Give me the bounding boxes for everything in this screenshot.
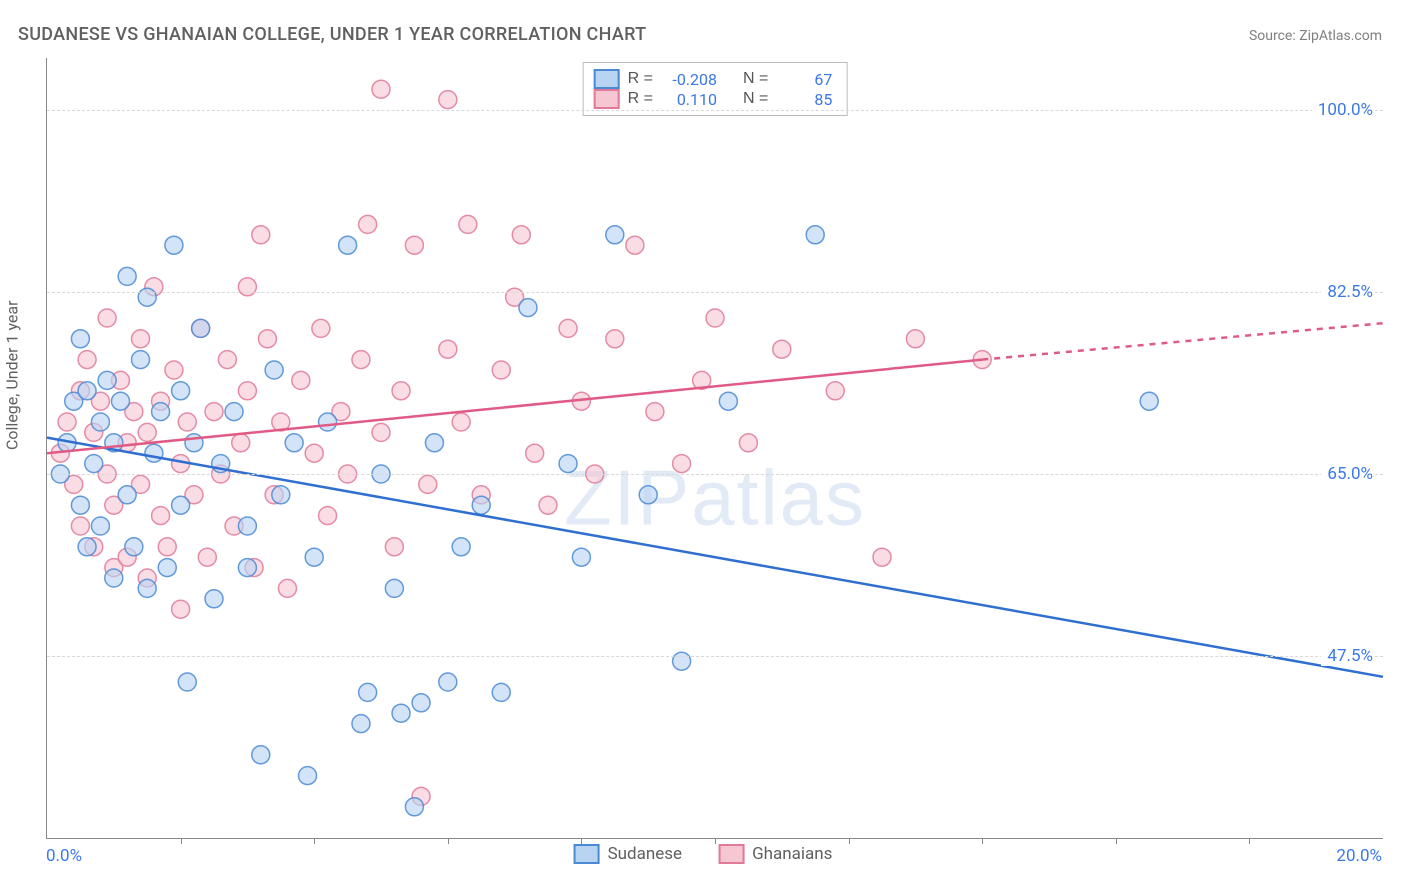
legend-n-value-ghanaians: 85 <box>776 90 832 109</box>
swatch-sudanese <box>594 69 620 89</box>
swatch-sudanese <box>574 844 600 864</box>
legend-row-sudanese: R = -0.208 N = 67 <box>594 69 833 89</box>
y-tick-label: 82.5% <box>1321 282 1373 302</box>
swatch-ghanaians <box>718 844 744 864</box>
correlation-legend: R = -0.208 N = 67 R = 0.110 N = 85 <box>583 62 848 116</box>
legend-label-ghanaians: Ghanaians <box>752 844 832 864</box>
x-tick <box>982 838 983 844</box>
gridline <box>47 474 1383 475</box>
y-tick-label: 65.0% <box>1321 464 1373 484</box>
y-tick-label: 47.5% <box>1321 646 1373 666</box>
legend-row-ghanaians: R = 0.110 N = 85 <box>594 89 833 109</box>
x-tick <box>1249 838 1250 844</box>
swatch-ghanaians <box>594 89 620 109</box>
x-tick <box>448 838 449 844</box>
legend-item-sudanese: Sudanese <box>574 844 683 864</box>
source-attribution: Source: ZipAtlas.com <box>1249 28 1382 44</box>
legend-r-label: R = <box>628 90 653 108</box>
legend-r-value-ghanaians: 0.110 <box>661 90 717 109</box>
x-tick <box>181 838 182 844</box>
chart-title: SUDANESE VS GHANAIAN COLLEGE, UNDER 1 YE… <box>18 24 646 45</box>
y-tick-label: 100.0% <box>1312 100 1373 120</box>
x-tick <box>314 838 315 844</box>
chart-svg <box>47 58 1383 838</box>
gridline <box>47 656 1383 657</box>
legend-r-value-sudanese: -0.208 <box>661 70 717 89</box>
x-tick <box>849 838 850 844</box>
legend-r-label: R = <box>628 70 653 88</box>
x-tick <box>1116 838 1117 844</box>
gridline <box>47 110 1383 111</box>
legend-n-label: N = <box>743 90 768 108</box>
legend-n-value-sudanese: 67 <box>776 70 832 89</box>
series-legend: Sudanese Ghanaians <box>574 844 833 864</box>
legend-item-ghanaians: Ghanaians <box>718 844 832 864</box>
x-axis-min-label: 0.0% <box>46 846 82 866</box>
x-axis-max-label: 20.0% <box>1336 846 1382 866</box>
y-axis-title: College, Under 1 year <box>3 300 22 450</box>
legend-label-sudanese: Sudanese <box>608 844 683 864</box>
legend-n-label: N = <box>743 70 768 88</box>
chart-container: SUDANESE VS GHANAIAN COLLEGE, UNDER 1 YE… <box>0 0 1406 892</box>
plot-area: ZIPatlas R = -0.208 N = 67 R = 0.110 N =… <box>46 58 1383 839</box>
gridline <box>47 292 1383 293</box>
